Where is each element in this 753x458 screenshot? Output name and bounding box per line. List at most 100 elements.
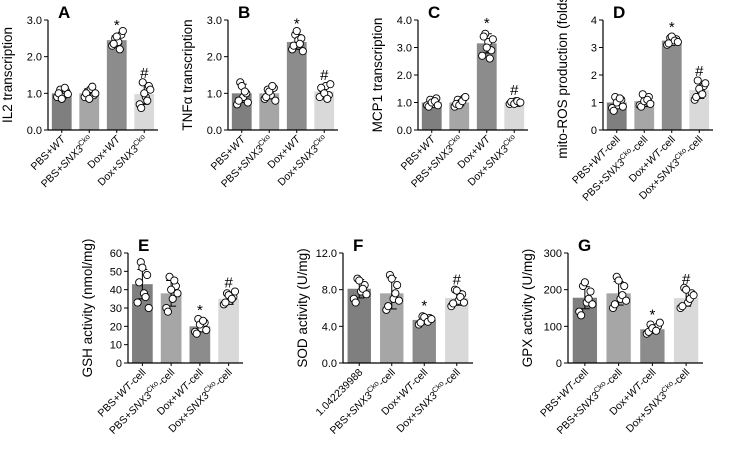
data-point bbox=[618, 102, 627, 111]
data-point bbox=[387, 274, 396, 283]
data-point bbox=[646, 99, 655, 108]
significance-hash: # bbox=[453, 272, 462, 289]
data-point bbox=[673, 37, 682, 47]
panel-letter: F bbox=[353, 236, 363, 255]
data-point bbox=[678, 302, 687, 311]
bar bbox=[79, 93, 100, 130]
y-tick-label: 3 bbox=[591, 43, 597, 55]
y-tick-label: 1.0 bbox=[397, 98, 412, 110]
data-point bbox=[146, 85, 155, 94]
y-axis-label: mito-ROS production (folds) bbox=[555, 0, 570, 159]
y-tick-label: 4.0 bbox=[322, 321, 337, 333]
y-tick-label: 2 bbox=[591, 70, 597, 82]
data-point bbox=[610, 300, 619, 309]
data-point bbox=[240, 87, 249, 96]
y-tick-label: 1.0 bbox=[27, 88, 42, 100]
data-point bbox=[163, 307, 172, 316]
y-tick-label: 12.0 bbox=[316, 248, 337, 260]
bar bbox=[51, 93, 72, 130]
data-point bbox=[580, 278, 589, 287]
data-point bbox=[689, 291, 698, 300]
data-point bbox=[88, 82, 97, 91]
data-point bbox=[109, 39, 118, 48]
y-tick-label: 0.0 bbox=[207, 125, 222, 137]
data-point bbox=[384, 302, 393, 311]
data-point bbox=[144, 303, 153, 313]
bar bbox=[445, 297, 469, 363]
bar bbox=[347, 288, 371, 363]
data-point bbox=[449, 299, 458, 308]
data-point bbox=[588, 300, 597, 309]
y-tick-label: 60 bbox=[110, 248, 122, 260]
data-point bbox=[292, 26, 301, 36]
y-tick-label: 10 bbox=[110, 340, 122, 352]
data-point bbox=[135, 278, 144, 287]
y-tick-label: 3.0 bbox=[27, 15, 42, 27]
data-point bbox=[652, 326, 661, 335]
data-point bbox=[230, 287, 240, 296]
y-tick-label: 3.0 bbox=[207, 15, 222, 27]
y-tick-label: 0.0 bbox=[322, 358, 337, 370]
y-tick-label: 4 bbox=[591, 15, 597, 27]
data-point bbox=[488, 35, 497, 44]
data-point bbox=[482, 43, 491, 52]
y-tick-label: 2.0 bbox=[27, 52, 42, 64]
data-point bbox=[167, 285, 176, 294]
y-tick-label: 0 bbox=[591, 125, 597, 137]
data-point bbox=[459, 298, 469, 307]
panel-letter: A bbox=[58, 3, 70, 22]
y-tick-label: 0.0 bbox=[27, 125, 42, 137]
data-point bbox=[168, 294, 177, 303]
data-point bbox=[63, 90, 72, 99]
data-point bbox=[137, 103, 146, 113]
y-tick-label: 300 bbox=[544, 248, 562, 260]
data-point bbox=[461, 92, 470, 102]
data-point bbox=[221, 298, 230, 307]
data-point bbox=[138, 78, 147, 87]
data-point bbox=[138, 263, 147, 272]
data-point bbox=[140, 89, 149, 98]
panel-letter: B bbox=[238, 3, 250, 22]
y-axis-label: MCP1 transcription bbox=[370, 18, 385, 133]
data-point bbox=[362, 290, 371, 299]
y-tick-label: 200 bbox=[544, 285, 562, 297]
data-point bbox=[456, 292, 465, 302]
data-point bbox=[485, 54, 494, 63]
data-point bbox=[577, 311, 586, 320]
y-tick-label: 2.0 bbox=[207, 52, 222, 64]
y-tick-label: 20 bbox=[110, 321, 122, 333]
significance-asterisk: * bbox=[294, 16, 300, 33]
panel-letter: C bbox=[428, 3, 440, 22]
data-point bbox=[118, 26, 127, 36]
data-point bbox=[234, 96, 243, 105]
data-point bbox=[141, 292, 150, 302]
data-point bbox=[170, 276, 179, 285]
data-point bbox=[609, 106, 618, 115]
bar bbox=[412, 319, 436, 363]
bar bbox=[504, 102, 525, 130]
data-point bbox=[693, 76, 702, 85]
data-point bbox=[143, 96, 152, 105]
y-tick-label: 40 bbox=[110, 285, 122, 297]
data-point bbox=[133, 298, 142, 307]
panel-letter: G bbox=[578, 236, 591, 255]
y-axis-label: TNFα transcription bbox=[180, 19, 195, 130]
data-point bbox=[655, 318, 664, 327]
significance-hash: # bbox=[510, 82, 519, 99]
significance-asterisk: * bbox=[197, 302, 203, 319]
data-point bbox=[618, 291, 627, 300]
y-tick-label: 30 bbox=[110, 303, 122, 315]
y-axis-label: IL2 transcription bbox=[0, 27, 15, 123]
data-point bbox=[326, 80, 335, 89]
y-axis-label: GSH activity (nmol/mg) bbox=[80, 239, 95, 378]
y-tick-label: 1 bbox=[591, 98, 597, 110]
data-point bbox=[115, 45, 124, 54]
